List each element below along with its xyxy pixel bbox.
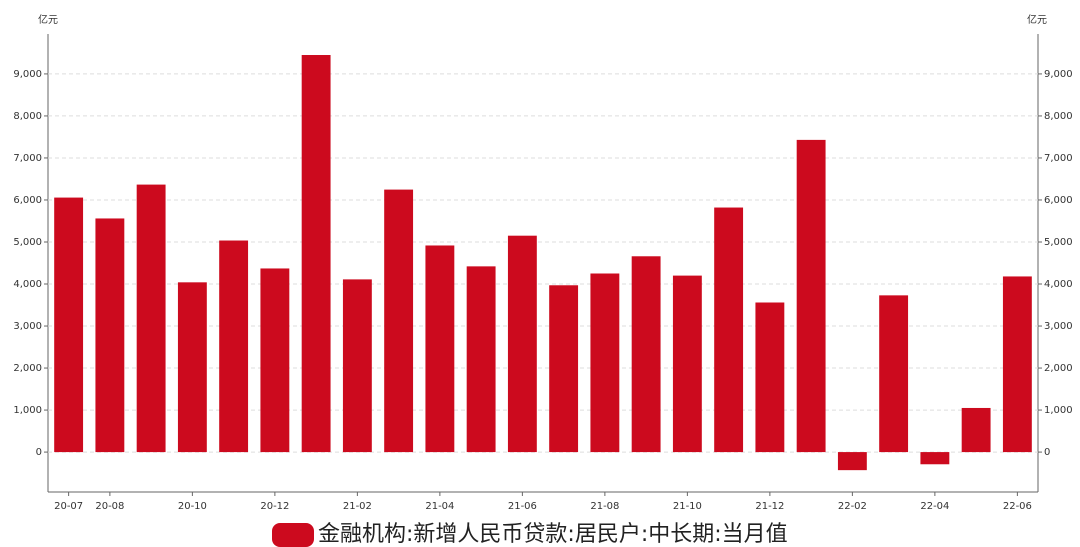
bar	[342, 279, 372, 453]
bar	[796, 139, 826, 453]
bar	[549, 285, 579, 453]
bar	[837, 452, 867, 471]
y-tick-label: 9,000	[13, 69, 42, 80]
bar	[755, 302, 785, 453]
bar	[301, 55, 331, 453]
bar	[507, 235, 537, 453]
x-tick-label: 21-04	[425, 501, 454, 512]
bar	[136, 184, 166, 453]
y-tick-label: 6,000	[13, 195, 42, 206]
x-tick-label: 20-07	[54, 501, 83, 512]
y-tick-label: 4,000	[13, 279, 42, 290]
bar	[920, 452, 950, 465]
bar	[425, 245, 455, 453]
y2-tick-label: 8,000	[1044, 111, 1073, 122]
y2-unit: 亿元	[1027, 13, 1047, 26]
bar	[54, 197, 84, 453]
y-tick-label: 5,000	[13, 237, 42, 248]
x-tick-label: 21-10	[673, 501, 702, 512]
y-unit: 亿元	[38, 13, 58, 26]
x-tick-label: 20-12	[260, 501, 289, 512]
y2-tick-label: 5,000	[1044, 237, 1073, 248]
y2-tick-label: 3,000	[1044, 321, 1073, 332]
bar	[672, 275, 702, 453]
bar	[1002, 276, 1032, 453]
y2-tick-label: 7,000	[1044, 153, 1073, 164]
y2-tick-label: 2,000	[1044, 363, 1073, 374]
legend-swatch	[272, 523, 314, 547]
bar	[631, 256, 661, 453]
y2-tick-label: 4,000	[1044, 279, 1073, 290]
x-tick-label: 21-08	[590, 501, 619, 512]
bar	[466, 266, 496, 453]
y2-tick-label: 9,000	[1044, 69, 1073, 80]
y-tick-label: 1,000	[13, 405, 42, 416]
bar	[384, 189, 414, 453]
x-tick-label: 20-10	[178, 501, 207, 512]
y-tick-label: 3,000	[13, 321, 42, 332]
bar	[95, 218, 125, 453]
y2-tick-label: 6,000	[1044, 195, 1073, 206]
y-tick-label: 2,000	[13, 363, 42, 374]
bar	[714, 207, 744, 453]
x-tick-label: 22-04	[920, 501, 949, 512]
x-tick-label: 21-12	[755, 501, 784, 512]
x-tick-label: 21-06	[508, 501, 537, 512]
y2-tick-label: 1,000	[1044, 405, 1073, 416]
x-tick-label: 22-02	[838, 501, 867, 512]
x-tick-label: 20-08	[95, 501, 124, 512]
bar	[219, 240, 249, 453]
bar	[177, 282, 207, 453]
bar	[590, 273, 620, 453]
bar	[260, 268, 290, 453]
y-tick-label: 8,000	[13, 111, 42, 122]
y-tick-label: 0	[36, 447, 42, 458]
bar	[879, 295, 909, 453]
x-tick-label: 22-06	[1003, 501, 1032, 512]
y-tick-label: 7,000	[13, 153, 42, 164]
y2-tick-label: 0	[1044, 447, 1050, 458]
x-tick-label: 21-02	[343, 501, 372, 512]
bar	[961, 407, 991, 453]
legend-text: 金融机构:新增人民币贷款:居民户:中长期:当月值	[318, 522, 788, 547]
